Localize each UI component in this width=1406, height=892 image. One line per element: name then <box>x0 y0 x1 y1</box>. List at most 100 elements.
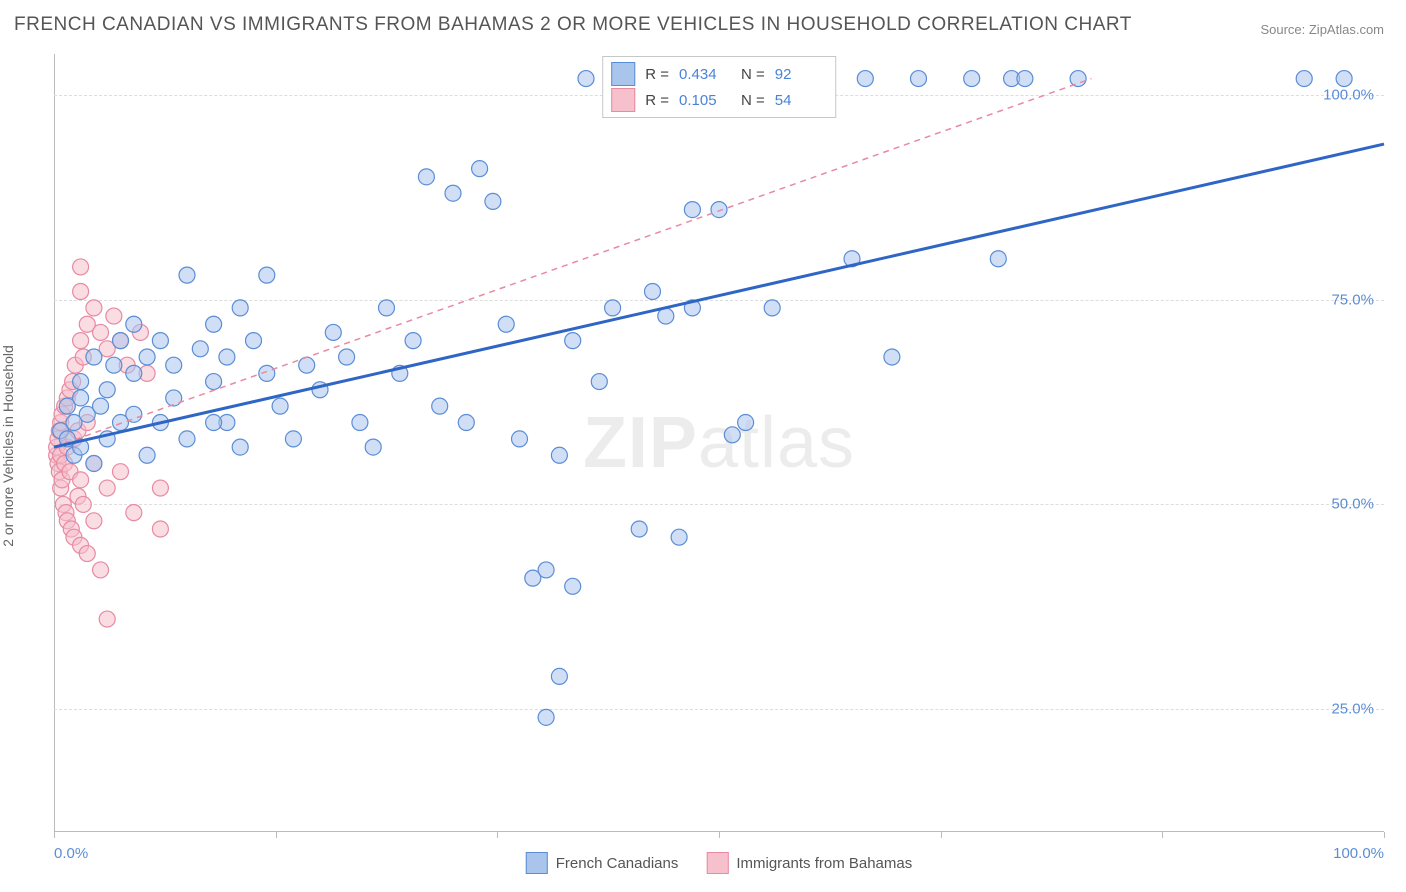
chart-svg <box>54 54 1384 832</box>
pink-point <box>126 505 142 521</box>
plot-area: ZIPatlas R = 0.434 N = 92 R = 0.105 N = … <box>54 54 1384 832</box>
legend-correlation-row: R = 0.434 N = 92 <box>611 61 827 87</box>
blue-point <box>246 333 262 349</box>
blue-point <box>152 333 168 349</box>
legend-series-label: French Canadians <box>556 855 679 872</box>
x-tick-label-right: 100.0% <box>1333 845 1384 862</box>
x-tick <box>497 832 498 838</box>
blue-point <box>738 415 754 431</box>
blue-point <box>206 415 222 431</box>
blue-point <box>631 521 647 537</box>
blue-point <box>352 415 368 431</box>
blue-point <box>911 71 927 87</box>
blue-point <box>578 71 594 87</box>
pink-point <box>75 496 91 512</box>
blue-point <box>964 71 980 87</box>
blue-point <box>458 415 474 431</box>
legend-series-label: Immigrants from Bahamas <box>736 855 912 872</box>
blue-point <box>565 333 581 349</box>
blue-point <box>106 357 122 373</box>
blue-point <box>884 349 900 365</box>
n-label: N = <box>741 66 765 83</box>
blue-point <box>259 267 275 283</box>
blue-point <box>206 374 222 390</box>
blue-point <box>166 357 182 373</box>
blue-point <box>126 316 142 332</box>
legend-series-item: French Canadians <box>526 852 679 874</box>
blue-point <box>339 349 355 365</box>
blue-point <box>405 333 421 349</box>
y-tick-label: 75.0% <box>1331 291 1374 308</box>
blue-point <box>272 398 288 414</box>
blue-point <box>139 349 155 365</box>
blue-point <box>711 202 727 218</box>
n-value: 92 <box>775 66 827 83</box>
blue-point <box>126 406 142 422</box>
r-value: 0.434 <box>679 66 731 83</box>
pink-point <box>106 308 122 324</box>
blue-point <box>418 169 434 185</box>
blue-point <box>126 365 142 381</box>
blue-point <box>1017 71 1033 87</box>
r-label: R = <box>645 66 669 83</box>
pink-point <box>73 333 89 349</box>
pink-point <box>86 513 102 529</box>
y-tick-label: 25.0% <box>1331 701 1374 718</box>
blue-point <box>551 668 567 684</box>
x-tick-label-left: 0.0% <box>54 845 88 862</box>
blue-point <box>166 390 182 406</box>
legend-series: French Canadians Immigrants from Bahamas <box>526 852 912 874</box>
blue-point <box>1336 71 1352 87</box>
blue-point <box>591 374 607 390</box>
blue-point <box>538 562 554 578</box>
blue-point <box>73 374 89 390</box>
pink-point <box>152 480 168 496</box>
blue-point <box>565 578 581 594</box>
blue-point <box>472 161 488 177</box>
pink-point <box>73 259 89 275</box>
blue-point <box>432 398 448 414</box>
blue-point <box>365 439 381 455</box>
blue-point <box>232 439 248 455</box>
x-tick <box>1384 832 1385 838</box>
blue-point <box>645 283 661 299</box>
blue-point <box>684 202 700 218</box>
blue-point <box>219 349 235 365</box>
blue-point <box>93 398 109 414</box>
blue-point <box>73 390 89 406</box>
blue-point <box>538 709 554 725</box>
legend-correlation-row: R = 0.105 N = 54 <box>611 87 827 113</box>
pink-trendline <box>54 79 1091 448</box>
chart-title: FRENCH CANADIAN VS IMMIGRANTS FROM BAHAM… <box>14 14 1132 36</box>
blue-point <box>605 300 621 316</box>
legend-swatch <box>611 62 635 86</box>
blue-point <box>512 431 528 447</box>
x-tick <box>719 832 720 838</box>
legend-swatch <box>611 88 635 112</box>
blue-point <box>1296 71 1312 87</box>
blue-point <box>551 447 567 463</box>
blue-point <box>99 382 115 398</box>
x-tick <box>54 832 55 838</box>
blue-trendline <box>54 144 1384 447</box>
blue-point <box>299 357 315 373</box>
blue-point <box>285 431 301 447</box>
blue-point <box>179 431 195 447</box>
blue-point <box>724 427 740 443</box>
blue-point <box>857 71 873 87</box>
blue-point <box>379 300 395 316</box>
blue-point <box>1070 71 1086 87</box>
x-tick <box>276 832 277 838</box>
pink-point <box>79 546 95 562</box>
blue-point <box>764 300 780 316</box>
blue-point <box>179 267 195 283</box>
x-tick <box>1162 832 1163 838</box>
blue-point <box>139 447 155 463</box>
x-tick <box>941 832 942 838</box>
y-tick-label: 50.0% <box>1331 496 1374 513</box>
blue-point <box>671 529 687 545</box>
n-value: 54 <box>775 92 827 109</box>
legend-swatch <box>526 852 548 874</box>
pink-point <box>93 324 109 340</box>
blue-point <box>232 300 248 316</box>
